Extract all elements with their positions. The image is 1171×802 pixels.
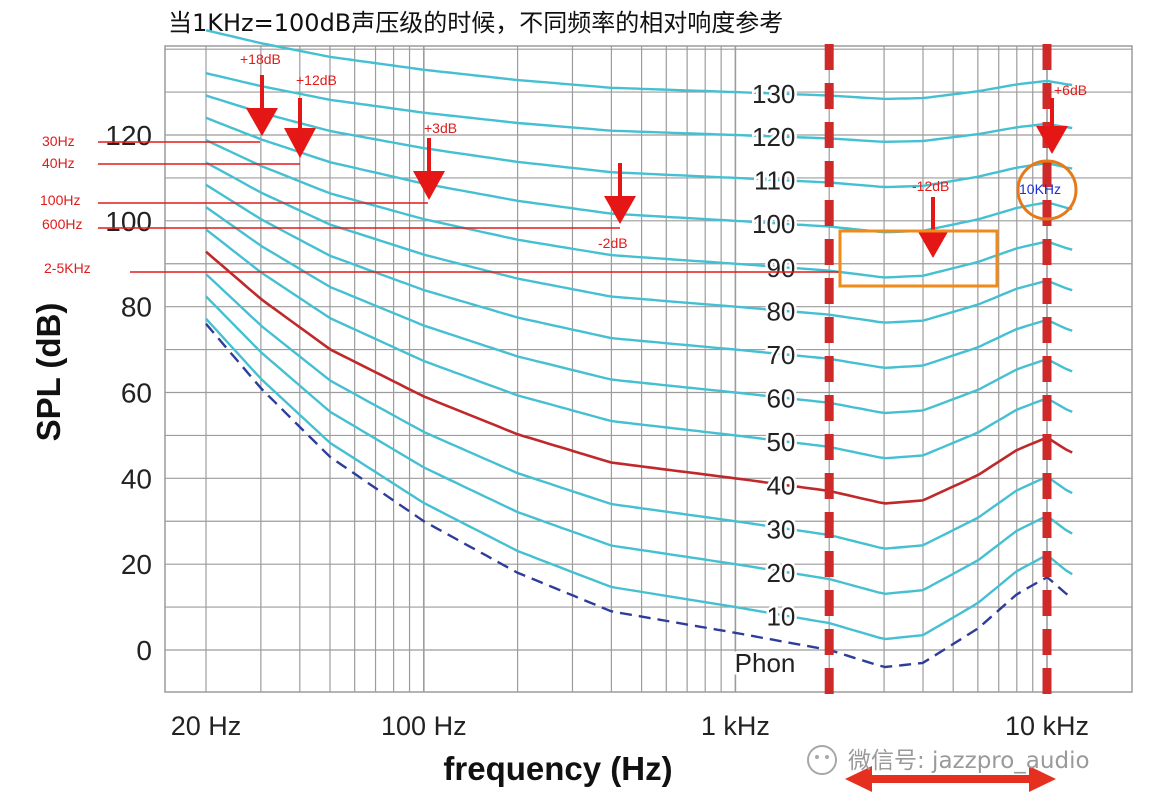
phon-label-30: 30 [766, 514, 795, 544]
label-30hz: 30Hz [42, 133, 75, 149]
phon-contour-110 [205, 94, 1073, 189]
phon-label-50: 50 [766, 427, 795, 457]
phon-contour-30 [205, 273, 1073, 550]
label-2-5khz: 2-5KHz [44, 260, 91, 276]
arrow-plus3db [413, 138, 445, 200]
peak-highlight-circle [1016, 159, 1078, 221]
phon-label-70: 70 [766, 340, 795, 370]
x-tick-10000: 10 kHz [1005, 711, 1089, 741]
phon-label-60: 60 [766, 384, 795, 414]
phon-label-80: 80 [766, 296, 795, 326]
y-tick-20: 20 [121, 549, 152, 580]
arrow-plus18db [246, 75, 278, 136]
circle-label-10khz: 10KHz [1019, 181, 1061, 197]
phon-contours [205, 29, 1073, 641]
arrow-plus6db [1036, 98, 1068, 154]
phon-contour-50 [205, 228, 1073, 460]
phon-label-120: 120 [752, 122, 795, 152]
label-600hz: 600Hz [42, 216, 82, 232]
annotation-plus3db: +3dB [424, 120, 457, 136]
grid [164, 45, 1133, 693]
phon-contour-20 [205, 295, 1073, 596]
threshold-curve [205, 323, 1073, 669]
phon-contour-10 [205, 317, 1073, 641]
phon-contour-70 [205, 183, 1073, 370]
phon-contour-80 [205, 161, 1073, 324]
phon-label-20: 20 [766, 558, 795, 588]
y-tick-120: 120 [105, 120, 152, 151]
y-tick-40: 40 [121, 463, 152, 494]
x-tick-labels: 20 Hz 100 Hz 1 kHz 10 kHz [171, 711, 1089, 741]
arrow-minus12db [917, 197, 949, 258]
annotation-plus12db: +12dB [296, 72, 337, 88]
annotation-arrows [246, 75, 1068, 258]
left-labels: 30Hz 40Hz 100Hz 600Hz 2-5KHz [40, 133, 840, 276]
phon-label-110: 110 [754, 166, 795, 196]
phon-contour-120 [205, 72, 1073, 144]
phon-label-90: 90 [766, 253, 795, 283]
annotation-minus12db: -12dB [912, 178, 949, 194]
x-axis-title: frequency (Hz) [443, 750, 672, 787]
annotation-minus2db: -2dB [598, 235, 628, 251]
y-tick-100: 100 [105, 206, 152, 237]
arrow-plus12db [284, 98, 316, 158]
label-100hz: 100Hz [40, 192, 80, 208]
watermark-text: 微信号: jazzpro_audio [848, 748, 1090, 774]
watermark: 微信号: jazzpro_audio [807, 745, 1090, 775]
annotation-plus6db: +6dB [1054, 82, 1087, 98]
phon-contour-90 [205, 139, 1073, 279]
phon-contour-40 [205, 250, 1073, 505]
arrow-minus2db [604, 163, 636, 224]
dip-highlight-box [838, 229, 999, 288]
y-tick-labels: 0 20 40 60 80 100 120 [105, 120, 152, 666]
threshold-line [205, 323, 1073, 669]
phon-labels: 130 120 110 100 90 80 70 60 50 40 30 20 10 Phon [732, 77, 798, 681]
wechat-icon [807, 745, 837, 775]
phon-contour-130 [205, 29, 1073, 101]
x-tick-1000: 1 kHz [701, 711, 770, 741]
y-tick-80: 80 [121, 292, 152, 323]
y-tick-60: 60 [121, 378, 152, 409]
y-axis-title: SPL (dB) [30, 303, 67, 442]
chart-title: 当1KHz=100dB声压级的时候，不同频率的相对响度参考 [168, 9, 783, 37]
label-40hz: 40Hz [42, 155, 75, 171]
x-tick-100: 100 Hz [381, 711, 467, 741]
range-double-arrow [845, 766, 1056, 792]
phon-label-130: 130 [752, 79, 795, 109]
x-tick-20: 20 Hz [171, 711, 242, 741]
phon-label-10: 10 [766, 601, 795, 631]
phon-label-100: 100 [752, 209, 795, 239]
phon-label-40: 40 [766, 471, 795, 501]
phon-unit-label: Phon [735, 648, 796, 678]
plot-frame [164, 45, 1133, 693]
y-tick-0: 0 [136, 635, 152, 666]
annotation-plus18db: +18dB [240, 51, 281, 67]
phon-contour-60 [205, 206, 1073, 415]
reference-markers [824, 44, 1052, 702]
